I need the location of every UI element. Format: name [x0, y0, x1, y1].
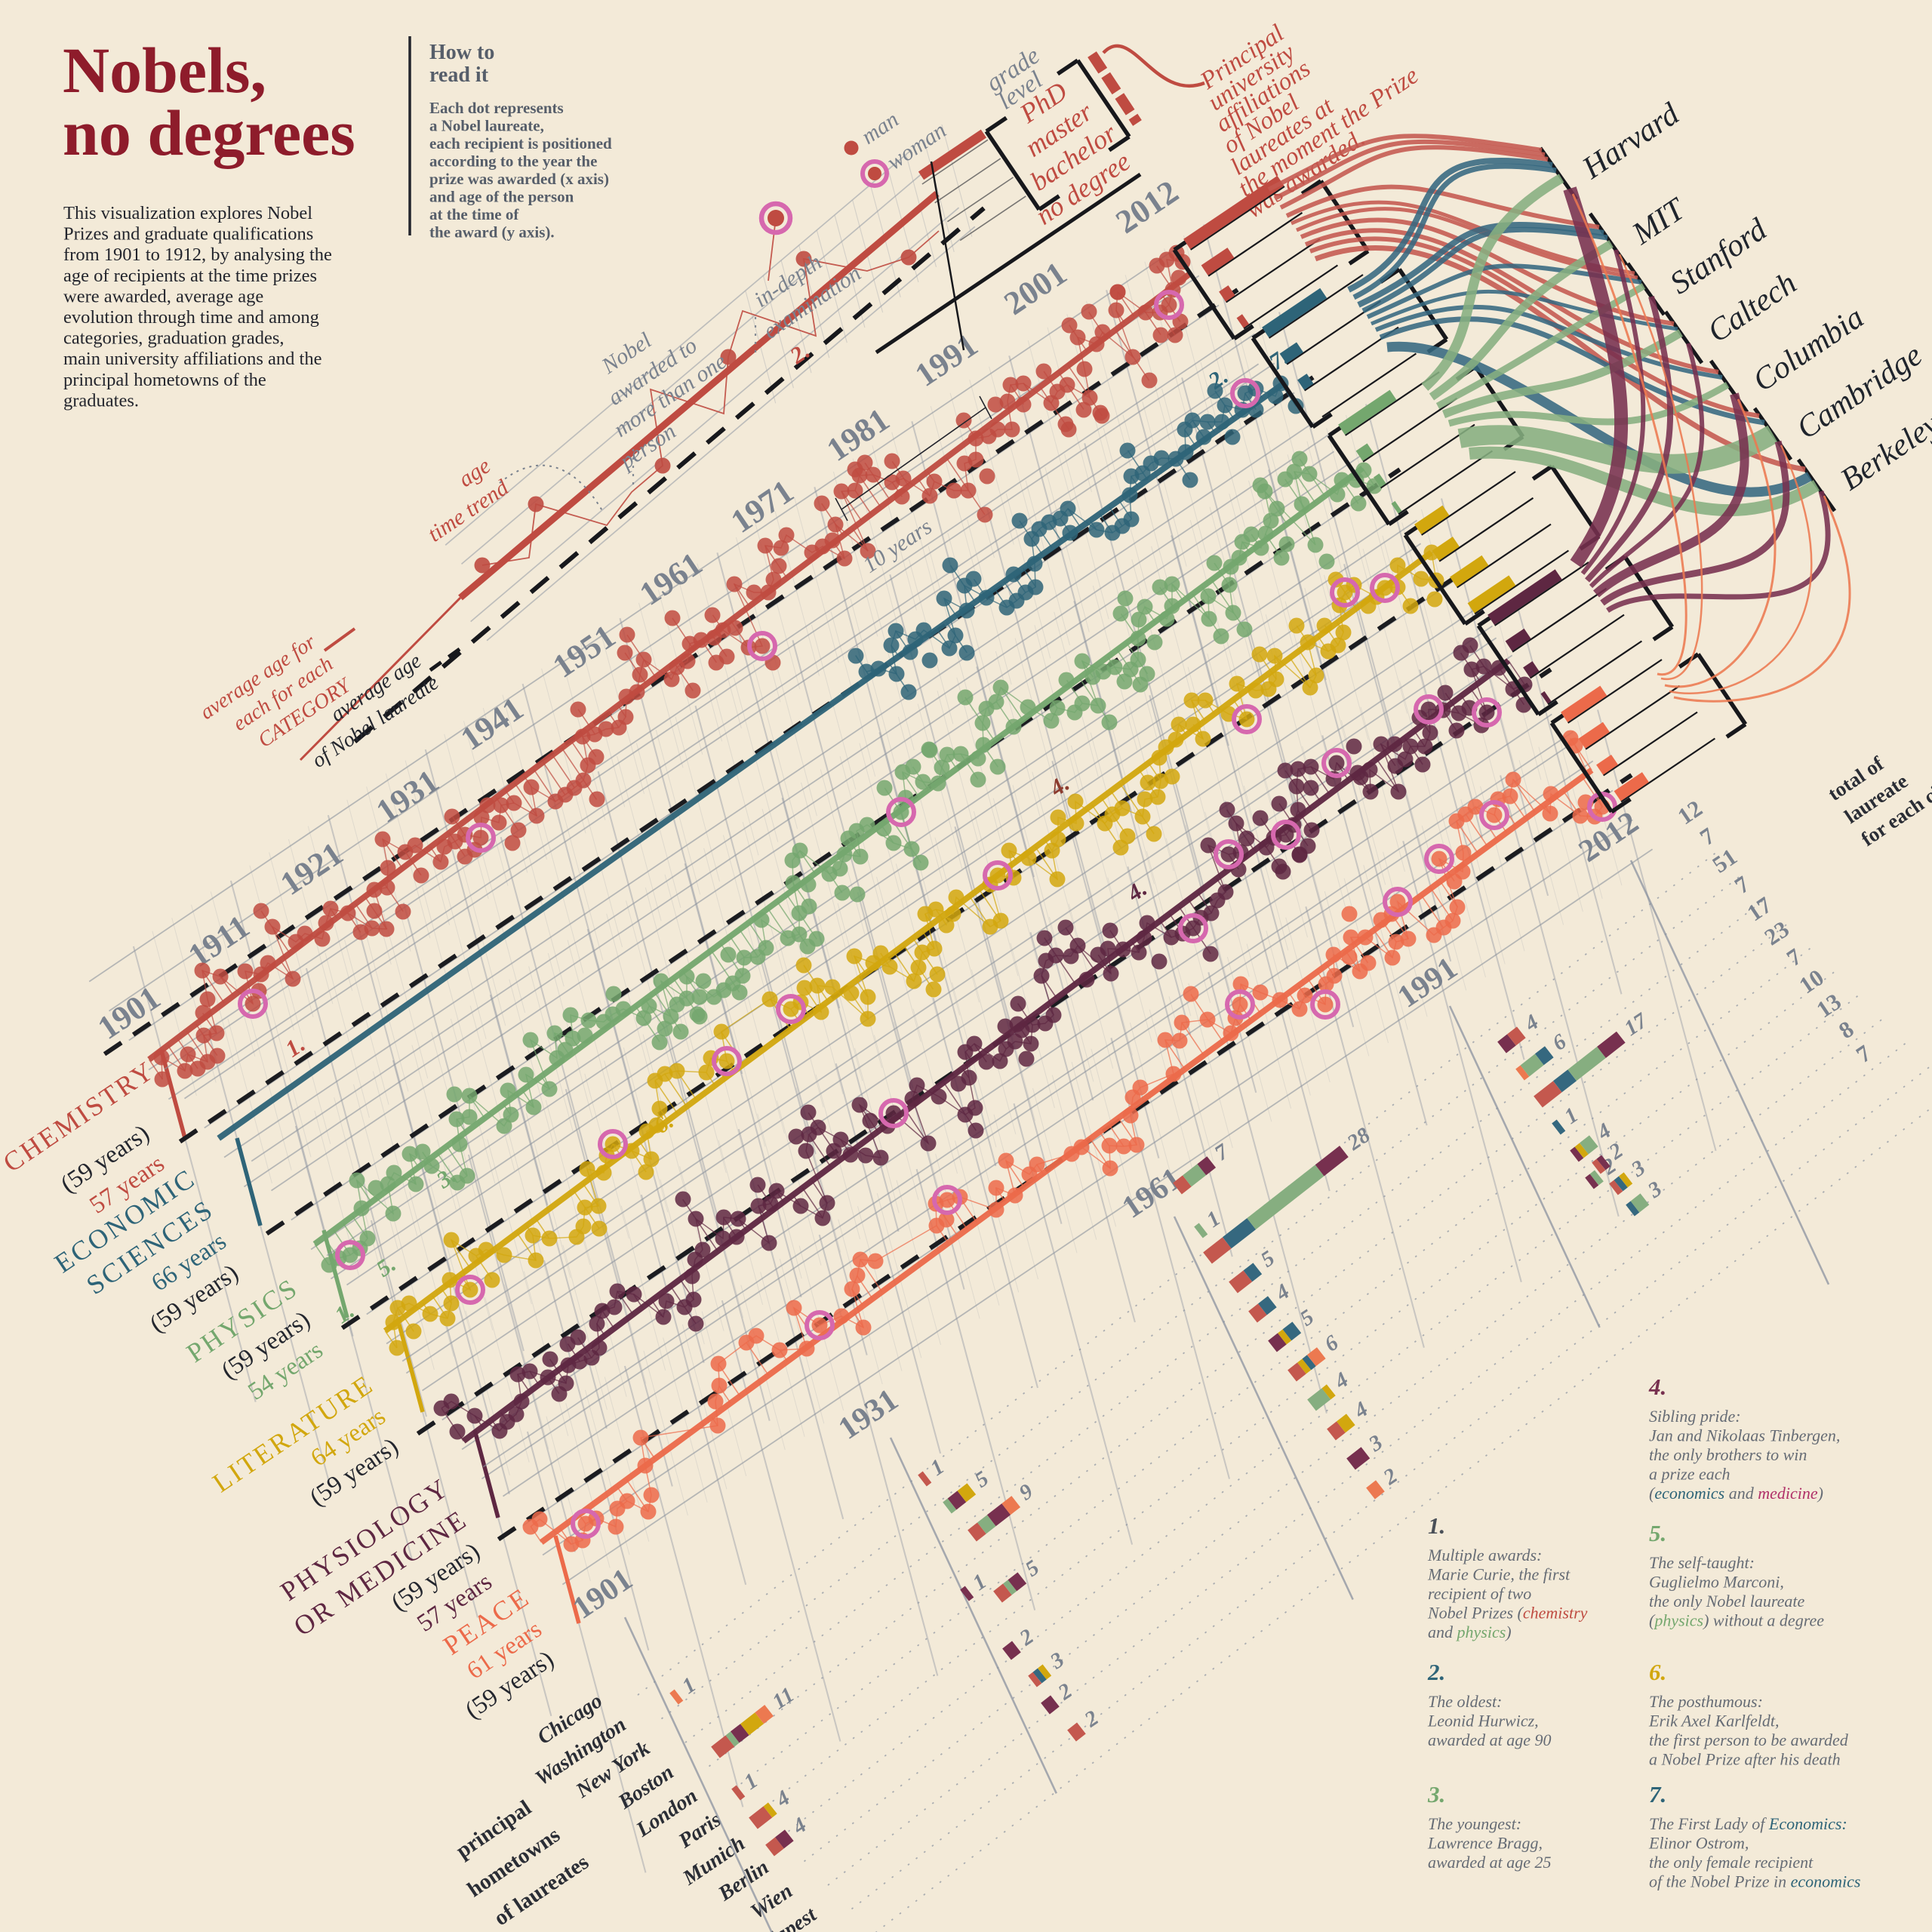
svg-text:and physics): and physics): [1428, 1623, 1512, 1641]
svg-text:The posthumous:: The posthumous:: [1649, 1692, 1763, 1711]
svg-text:from 1901 to 1912, by analysin: from 1901 to 1912, by analysing the: [63, 245, 332, 265]
svg-text:The youngest:: The youngest:: [1428, 1814, 1521, 1833]
svg-text:Nobel Prizes (chemistry: Nobel Prizes (chemistry: [1427, 1604, 1588, 1623]
svg-text:according to the year the: according to the year the: [429, 152, 597, 171]
svg-text:Elinor Ostrom,: Elinor Ostrom,: [1648, 1834, 1749, 1853]
svg-text:Marie Curie, the first: Marie Curie, the first: [1427, 1565, 1571, 1584]
svg-text:(economics and medicine): (economics and medicine): [1649, 1484, 1823, 1503]
svg-text:The First Lady of Economics:: The First Lady of Economics:: [1649, 1814, 1847, 1833]
svg-text:the only brothers to win: the only brothers to win: [1649, 1445, 1807, 1464]
svg-text:awarded at age 25: awarded at age 25: [1428, 1853, 1552, 1872]
svg-text:Jan and Nikolaas Tinbergen,: Jan and Nikolaas Tinbergen,: [1649, 1426, 1840, 1445]
svg-text:prize was awarded (x axis): prize was awarded (x axis): [429, 170, 609, 188]
svg-text:2.: 2.: [1427, 1659, 1445, 1685]
svg-text:a Nobel Prize after his death: a Nobel Prize after his death: [1649, 1750, 1841, 1769]
svg-text:the only female recipient: the only female recipient: [1649, 1853, 1814, 1872]
svg-text:Leonid Hurwicz,: Leonid Hurwicz,: [1427, 1712, 1539, 1730]
svg-text:Sibling pride:: Sibling pride:: [1649, 1407, 1741, 1426]
svg-text:(physics) without a degree: (physics) without a degree: [1649, 1611, 1824, 1630]
svg-text:6.: 6.: [1649, 1659, 1666, 1685]
svg-text:Each dot represents: Each dot represents: [429, 99, 564, 117]
svg-text:were awarded, average age: were awarded, average age: [63, 286, 263, 306]
svg-text:of the Nobel Prize in economic: of the Nobel Prize in economics: [1649, 1872, 1860, 1891]
svg-text:main university affiliations a: main university affiliations and the: [63, 349, 322, 369]
svg-text:a prize each: a prize each: [1649, 1465, 1730, 1484]
svg-text:Guglielmo Marconi,: Guglielmo Marconi,: [1649, 1573, 1784, 1592]
svg-text:the award (y axis).: the award (y axis).: [429, 223, 555, 242]
svg-text:a Nobel laureate,: a Nobel laureate,: [429, 117, 544, 135]
svg-text:graduates.: graduates.: [63, 390, 139, 411]
svg-text:This visualization explores No: This visualization explores Nobel: [63, 203, 312, 223]
svg-text:awarded at age 90: awarded at age 90: [1428, 1730, 1552, 1749]
svg-text:the first person to be awarded: the first person to be awarded: [1649, 1730, 1849, 1749]
svg-text:no degrees: no degrees: [63, 97, 355, 169]
svg-text:the only Nobel laureate: the only Nobel laureate: [1649, 1592, 1805, 1611]
svg-text:Prizes and graduate qualificat: Prizes and graduate qualifications: [63, 224, 313, 245]
svg-text:4.: 4.: [1648, 1374, 1666, 1400]
svg-text:recipient of two: recipient of two: [1428, 1584, 1531, 1603]
svg-text:Erik Axel Karlfeldt,: Erik Axel Karlfeldt,: [1648, 1712, 1780, 1730]
svg-text:How to: How to: [429, 41, 494, 64]
svg-text:3.: 3.: [1427, 1781, 1445, 1807]
svg-text:read it: read it: [429, 63, 489, 87]
svg-text:The self-taught:: The self-taught:: [1649, 1553, 1755, 1572]
svg-text:1.: 1.: [1428, 1512, 1445, 1539]
svg-text:The oldest:: The oldest:: [1428, 1692, 1502, 1711]
svg-text:Lawrence Bragg,: Lawrence Bragg,: [1427, 1834, 1543, 1853]
svg-text:7.: 7.: [1649, 1781, 1666, 1807]
svg-text:Nobels,: Nobels,: [63, 34, 266, 106]
svg-text:at the time of: at the time of: [429, 205, 519, 223]
svg-text:principal hometowns of the: principal hometowns of the: [63, 370, 266, 390]
svg-text:evolution through time and amo: evolution through time and among: [63, 307, 319, 328]
svg-text:each recipient is positioned: each recipient is positioned: [429, 134, 612, 152]
svg-text:5.: 5.: [1649, 1520, 1666, 1546]
svg-text:age of recipients at the time: age of recipients at the time prizes: [63, 266, 317, 286]
svg-text:Multiple awards:: Multiple awards:: [1427, 1546, 1542, 1564]
svg-text:and age of the person: and age of the person: [429, 188, 574, 206]
svg-text:categories, graduation grades,: categories, graduation grades,: [63, 328, 285, 349]
